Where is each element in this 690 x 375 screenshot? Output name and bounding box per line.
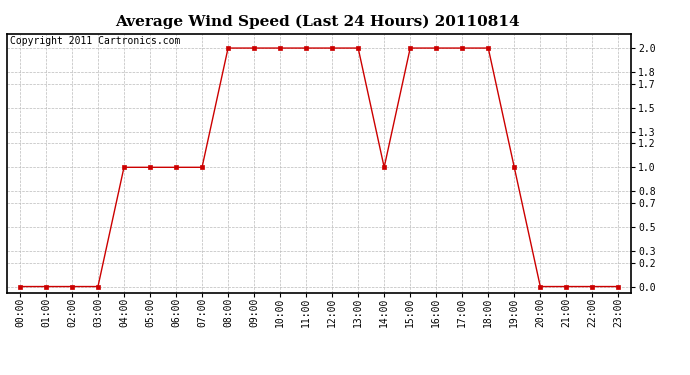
Text: Copyright 2011 Cartronics.com: Copyright 2011 Cartronics.com [10, 36, 180, 46]
Text: Average Wind Speed (Last 24 Hours) 20110814: Average Wind Speed (Last 24 Hours) 20110… [115, 15, 520, 29]
